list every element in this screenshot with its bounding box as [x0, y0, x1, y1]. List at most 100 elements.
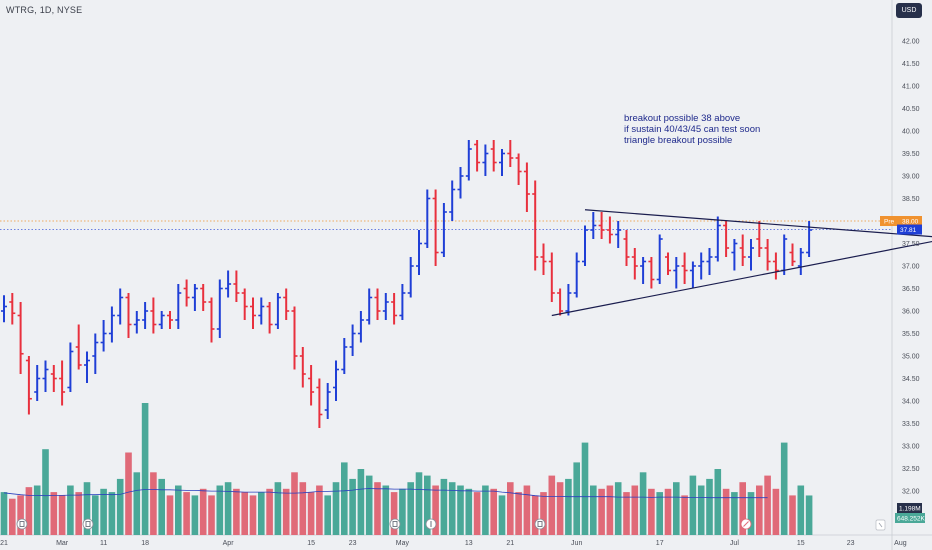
volume-bar	[590, 485, 597, 535]
earnings-icon	[82, 518, 94, 530]
ohlc-bar	[689, 261, 696, 289]
ohlc-bar	[482, 144, 489, 176]
price-tick-label: 32.00	[902, 489, 920, 496]
volume-bar	[282, 488, 290, 535]
price-tick-label: 41.50	[902, 61, 920, 68]
ohlc-bar	[299, 347, 306, 388]
time-tick-label: 15	[797, 540, 805, 547]
time-axis-ticks: 21 Mar 11 18 Apr 15 23 May 13 21 Jun 17 Jul 15 23 Aug	[0, 540, 907, 547]
volume-bar	[498, 495, 506, 535]
ohlc-bar	[283, 288, 290, 320]
volume-bar	[224, 482, 232, 535]
ohlc-bar	[42, 360, 49, 392]
ohlc-bar	[465, 140, 472, 181]
ohlc-bar	[17, 302, 24, 374]
ohlc-bar	[631, 248, 638, 280]
volume-bar	[116, 478, 124, 535]
volume-bar	[332, 482, 340, 535]
ohlc-bar	[772, 252, 779, 280]
ohlc-bar	[250, 297, 256, 329]
volume-bar	[747, 492, 755, 535]
volume-bar	[258, 492, 265, 535]
price-tick-label: 33.00	[902, 444, 920, 451]
ohlc-bar	[133, 311, 140, 334]
ohlc-bar	[723, 221, 730, 257]
price-tick-label: 38.50	[902, 196, 920, 203]
volume-bar	[75, 492, 82, 535]
ohlc-bar	[75, 324, 82, 370]
volume-bar	[440, 478, 448, 535]
ohlc-bar	[490, 140, 497, 172]
volume-bar	[0, 492, 8, 535]
currency-button[interactable]: USD	[896, 3, 922, 18]
ohlc-bar	[507, 140, 514, 167]
ohlc-bar	[797, 248, 804, 275]
ohlc-bar	[590, 212, 597, 239]
volume-bar	[175, 485, 182, 535]
volume-bar	[390, 492, 398, 535]
ohlc-bar	[92, 333, 99, 374]
ohlc-bar	[225, 270, 232, 298]
time-tick-label: 15	[307, 540, 315, 547]
volume-bar	[565, 478, 572, 535]
volume-bar	[150, 472, 157, 535]
ohlc-bar	[582, 225, 588, 266]
volume-bar	[631, 485, 639, 535]
ohlc-bar	[100, 320, 107, 352]
volume-ma-tag: 648.252K	[895, 513, 925, 523]
ohlc-bar	[399, 284, 406, 320]
price-tick-label: 40.50	[902, 106, 920, 113]
ohlc-bar	[416, 230, 422, 275]
ohlc-bar	[615, 221, 622, 248]
ohlc-bar	[374, 288, 381, 320]
volume-bar	[805, 495, 813, 535]
ohlc-bar	[50, 365, 57, 392]
volume-bar	[490, 488, 497, 535]
volume-bar	[598, 488, 605, 535]
volume-bar	[507, 482, 514, 535]
volume-bar	[108, 492, 116, 535]
volume-bar	[92, 495, 99, 535]
ohlc-bar	[573, 252, 580, 298]
price-tick-label: 32.50	[902, 466, 920, 473]
ohlc-bar	[391, 293, 398, 325]
earnings-marker	[82, 518, 94, 530]
ohlc-bar	[540, 243, 547, 275]
volume-bar	[722, 488, 730, 535]
ohlc-bar	[357, 311, 364, 343]
annotation-line: if sustain 40/43/45 can test soon	[624, 124, 761, 135]
ohlc-bar	[274, 293, 281, 329]
ohlc-bar	[640, 257, 647, 284]
ohlc-bar	[108, 306, 115, 343]
ohlc-bar	[623, 230, 630, 266]
volume-bar	[216, 485, 224, 535]
ohlc-bar	[756, 221, 763, 257]
ohlc-bar	[739, 234, 746, 266]
volume-bar	[606, 485, 614, 535]
ohlc-bar	[523, 162, 530, 212]
volume-bar	[191, 495, 199, 535]
time-tick-label: 11	[100, 540, 107, 547]
ohlc-bar	[432, 189, 439, 266]
earnings-glyph	[392, 521, 398, 527]
price-tick-label: 39.50	[902, 151, 920, 158]
symbol-title[interactable]: WTRG, 1D, NYSE	[6, 5, 83, 15]
volume-value: 1.198M	[899, 506, 921, 513]
volume-bar	[42, 449, 49, 535]
volume-bar	[17, 495, 24, 535]
volume-bar	[58, 495, 66, 535]
ohlc-bar	[565, 284, 572, 316]
volume-bar	[714, 469, 722, 535]
ohlc-bar	[150, 297, 157, 334]
ohlc-bar	[382, 293, 389, 320]
volume-bar	[697, 485, 705, 535]
volume-bar	[266, 488, 273, 535]
volume-bar	[374, 482, 381, 535]
ohlc-bar	[665, 252, 671, 275]
ohlc-bar	[59, 360, 66, 406]
settings-icon[interactable]	[875, 519, 886, 531]
price-axis-ticks: 32.00 32.50 33.00 33.50 34.00 34.50 35.00 35.50…	[902, 39, 920, 496]
volume-bar	[415, 472, 423, 535]
volume-bar	[465, 488, 473, 535]
